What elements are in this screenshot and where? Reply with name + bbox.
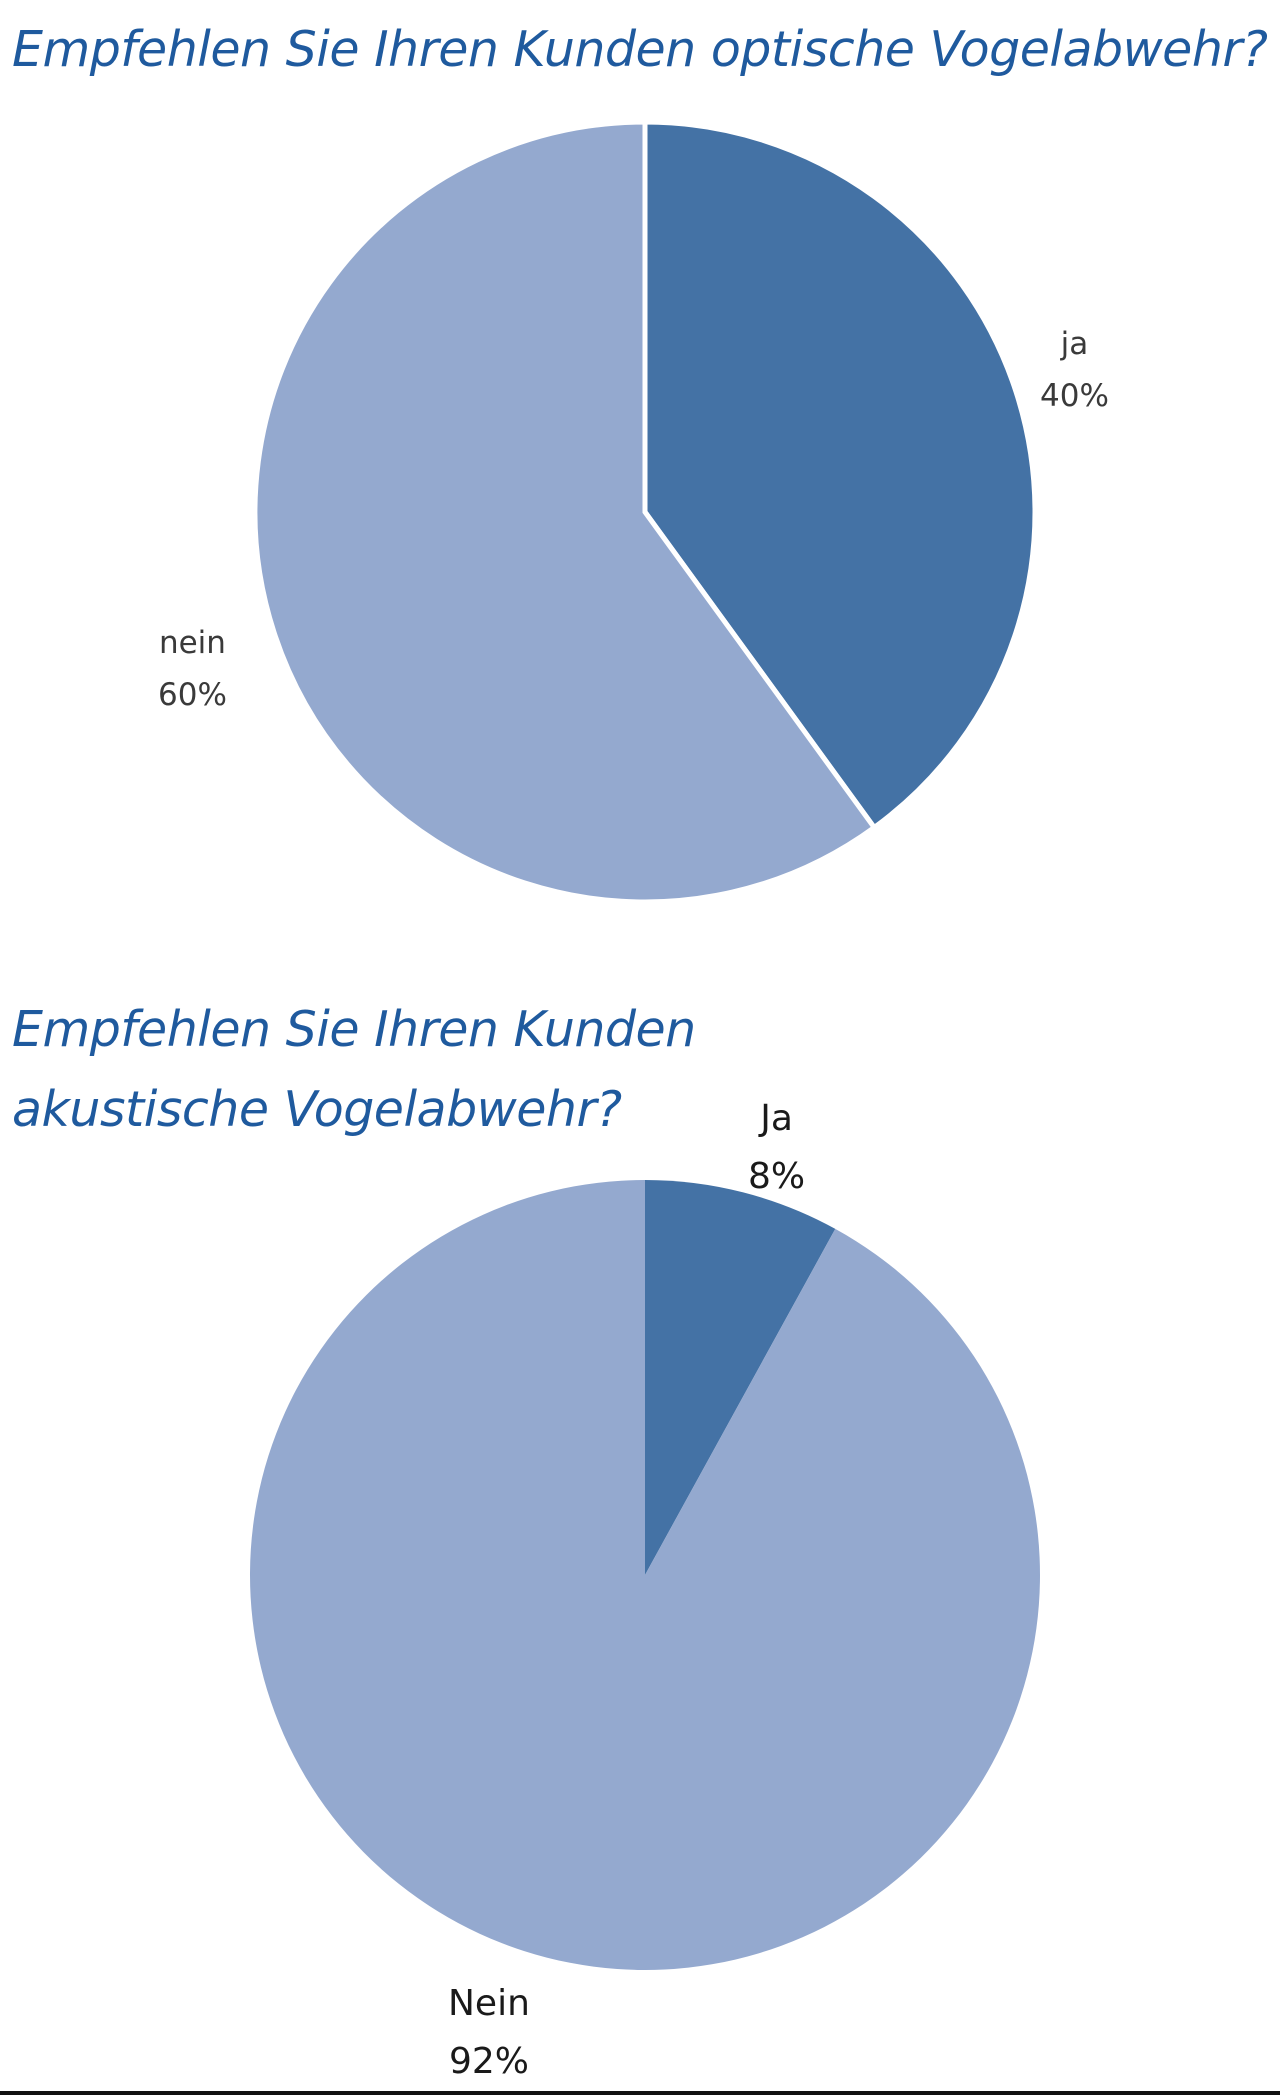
slice-label-nein: nein 60% <box>158 617 227 721</box>
bottom-divider <box>0 2091 1280 2095</box>
slice-label-text: Nein <box>448 1983 530 2024</box>
slice-label-percent: 8% <box>748 1156 806 1197</box>
chart-title-optische: Empfehlen Sie Ihren Kunden optische Voge… <box>12 21 1268 78</box>
slice-label-text: ja <box>1060 326 1089 362</box>
slice-label-text: Ja <box>760 1098 793 1139</box>
slice-label-ja: ja 40% <box>1040 318 1109 422</box>
pie-slice-ja <box>645 1180 836 1575</box>
slice-label-ja: Ja 8% <box>748 1090 805 1206</box>
slice-label-nein: Nein 92% <box>448 1975 530 2091</box>
pie-chart-optische <box>252 119 1038 905</box>
slice-label-percent: 40% <box>1040 378 1109 414</box>
slice-label-text: nein <box>158 625 226 661</box>
chart-title-akustische: Empfehlen Sie Ihren Kunden akustische Vo… <box>12 1001 696 1138</box>
slice-label-percent: 92% <box>448 2041 529 2082</box>
pie-chart-akustische <box>249 1180 1040 1970</box>
pie-slice-ja <box>642 119 1038 832</box>
pie-slice-nein <box>252 119 878 905</box>
slice-label-percent: 60% <box>158 677 227 713</box>
pie-slice-nein <box>249 1180 1040 1970</box>
